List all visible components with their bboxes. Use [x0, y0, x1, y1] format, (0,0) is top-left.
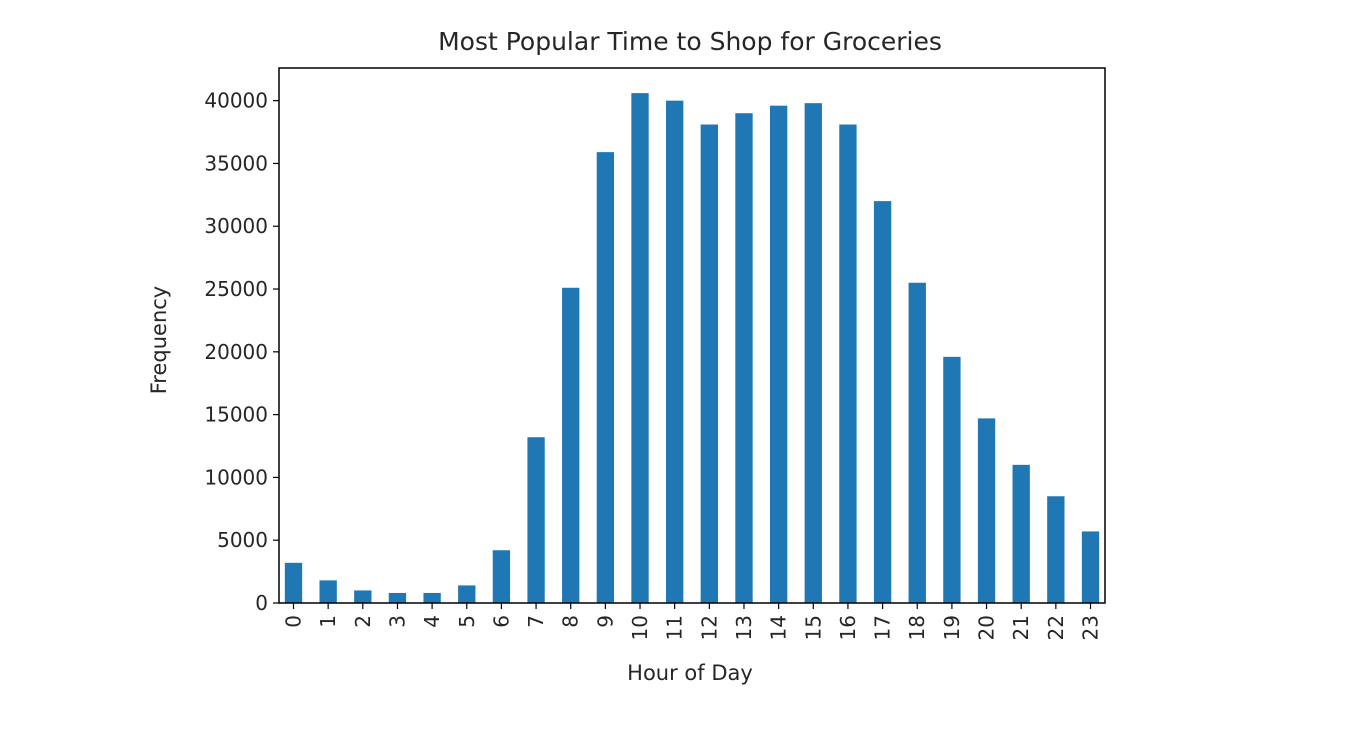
- x-tick-label: 12: [697, 615, 721, 640]
- bar-hour-4: [423, 592, 441, 603]
- bar-hour-0: [284, 562, 303, 603]
- bar-hour-10: [631, 93, 649, 604]
- x-tick-label: 1: [316, 615, 340, 628]
- x-tick-label: 2: [351, 615, 375, 628]
- x-tick-label: 13: [732, 615, 756, 640]
- x-tick-label: 9: [593, 615, 617, 628]
- x-tick-label: 19: [940, 615, 964, 640]
- x-tick-label: 20: [975, 615, 999, 640]
- x-tick-label: 21: [1009, 615, 1033, 640]
- chart-title: Most Popular Time to Shop for Groceries: [438, 27, 942, 56]
- bar-hour-11: [666, 100, 684, 604]
- x-axis: 0 1 2 3 4 5 6 7 8 9 10 11 12 13 14 15 16 17 18 19 20 21 22 23: [282, 603, 1103, 640]
- x-tick-label: 7: [524, 615, 548, 628]
- x-tick-label: 4: [420, 615, 444, 628]
- y-tick-label: 0: [255, 591, 268, 615]
- y-tick-label: 5000: [217, 528, 268, 552]
- bar-hour-19: [943, 356, 961, 603]
- bar-hour-2: [354, 590, 372, 603]
- x-tick-label: 5: [455, 615, 479, 628]
- x-tick-label: 23: [1079, 615, 1103, 640]
- bar-hour-7: [527, 437, 545, 603]
- y-tick-label: 20000: [204, 340, 268, 364]
- x-tick-label: 8: [559, 615, 583, 628]
- bars-group: [284, 93, 1100, 604]
- bar-hour-13: [735, 113, 753, 604]
- x-tick-label: 15: [801, 615, 825, 640]
- x-tick-label: 17: [871, 615, 895, 640]
- bar-hour-8: [562, 287, 580, 603]
- x-axis-title: Hour of Day: [627, 661, 753, 685]
- bar-hour-6: [492, 550, 511, 603]
- bar-hour-18: [908, 282, 926, 603]
- x-tick-label: 10: [628, 615, 652, 640]
- bar-hour-14: [769, 105, 788, 604]
- y-tick-label: 10000: [204, 465, 268, 489]
- y-tick-label: 40000: [204, 89, 268, 113]
- plot-frame: [278, 67, 1106, 604]
- bar-hour-16: [839, 124, 857, 603]
- bar-hour-1: [319, 580, 337, 603]
- bar-hour-12: [700, 124, 718, 603]
- x-tick-label: 18: [905, 615, 929, 640]
- bar-hour-23: [1081, 531, 1100, 603]
- y-axis-title: Frequency: [147, 286, 171, 395]
- bar-hour-3: [388, 592, 407, 603]
- x-tick-label: 6: [489, 615, 513, 628]
- y-tick-label: 15000: [204, 403, 268, 427]
- bar-hour-21: [1012, 464, 1030, 603]
- x-tick-label: 14: [767, 615, 791, 640]
- x-tick-label: 0: [282, 615, 306, 628]
- y-tick-label: 30000: [204, 214, 268, 238]
- y-tick-label: 25000: [204, 277, 268, 301]
- x-tick-label: 16: [836, 615, 860, 640]
- bar-hour-20: [977, 418, 996, 603]
- y-tick-label: 35000: [204, 151, 268, 175]
- x-tick-label: 11: [663, 615, 687, 640]
- bar-hour-22: [1047, 496, 1065, 603]
- bar-hour-9: [596, 152, 615, 603]
- bar-hour-15: [804, 103, 822, 603]
- x-tick-label: 3: [385, 615, 409, 628]
- bar-hour-5: [458, 585, 476, 603]
- y-axis: 0 5000 10000 15000 20000 25000 30000 35000 40000: [204, 89, 279, 615]
- x-tick-label: 22: [1044, 615, 1068, 640]
- bar-hour-17: [873, 201, 892, 603]
